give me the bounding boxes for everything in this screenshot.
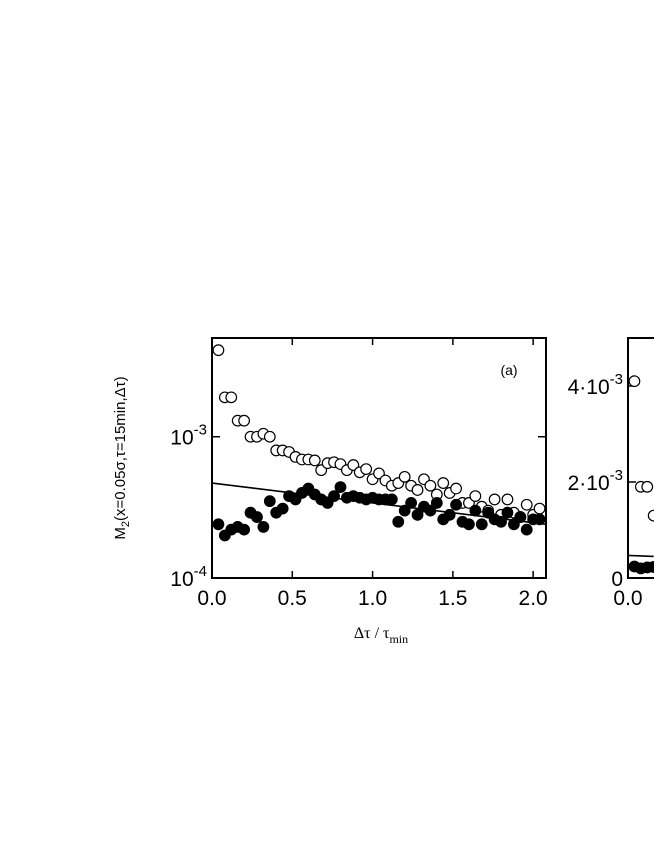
open-marker [411, 484, 424, 496]
y-axis-label-rest: (x=0.05σ,τ=15min,Δτ) [112, 376, 129, 521]
filled-marker [463, 518, 475, 531]
open-marker [450, 482, 462, 495]
filled-marker [411, 508, 424, 521]
filled-marker [647, 561, 654, 573]
open-marker [398, 470, 411, 483]
y-tick-label: 0 [611, 568, 623, 591]
fit-line [628, 554, 654, 558]
filled-marker [334, 481, 347, 494]
filled-marker [533, 513, 546, 526]
open-marker [263, 430, 276, 443]
fit-line [212, 482, 546, 526]
x-axis-label-main: Δτ / τ [354, 625, 390, 642]
y-axis-label: M2(x=0.05σ,τ=15min,Δτ) [112, 376, 132, 539]
x-tick-label: 0.0 [613, 587, 642, 610]
filled-marker [385, 493, 398, 506]
x-tick-label: 2.0 [519, 587, 548, 610]
open-marker [533, 502, 546, 515]
open-marker [628, 375, 641, 388]
open-marker [641, 480, 654, 493]
x-tick-label: 1.5 [438, 587, 467, 610]
open-marker [238, 414, 251, 427]
plot-frame [211, 337, 547, 579]
panel: 0.0 0.5 1.0 1.5 2.010-410-3Δτ / τminM2(x=0.0… [112, 337, 548, 646]
open-marker [469, 490, 482, 502]
y-axis-label-sub: 2 [120, 521, 132, 527]
open-marker [647, 509, 654, 522]
filled-marker [475, 518, 488, 531]
y-tick-label-base: 2·10 [568, 472, 610, 495]
filled-marker [507, 518, 520, 531]
open-marker [308, 454, 321, 467]
filled-marker [501, 506, 514, 519]
filled-marker [257, 521, 270, 533]
filled-marker [212, 518, 225, 531]
filled-marker [276, 502, 289, 515]
open-marker [360, 463, 373, 476]
filled-marker [263, 495, 276, 508]
y-tick-label: 10-3 [170, 422, 207, 450]
filled-marker [450, 498, 462, 511]
open-marker [488, 493, 501, 506]
filled-marker [443, 508, 456, 521]
plot-frame [627, 337, 654, 579]
filled-marker [430, 497, 443, 509]
x-axis-label-sub: min [389, 632, 408, 646]
filled-marker [328, 490, 340, 502]
filled-marker [238, 523, 251, 536]
panel: 0.002·10-34·10-3 [568, 337, 654, 610]
plot-area [628, 375, 654, 575]
y-tick-label-exponent: -4 [194, 563, 207, 580]
open-marker [347, 459, 360, 471]
filled-marker [251, 511, 263, 523]
filled-marker [392, 515, 405, 528]
filled-marker [514, 511, 527, 523]
y-tick-label-base: 10 [170, 568, 193, 591]
open-marker [424, 479, 437, 492]
y-tick-label-exponent: -3 [610, 467, 623, 484]
y-tick-label: 10-4 [170, 563, 207, 591]
y-axis-label-main: M [112, 527, 129, 540]
x-tick-label: 0.5 [278, 587, 307, 610]
y-tick-label-base: 10 [170, 427, 193, 450]
y-tick-label-exponent: -3 [194, 422, 207, 439]
panel-label: (a) [500, 362, 517, 378]
open-marker [437, 477, 450, 489]
y-tick-label-base: 4·10 [568, 376, 610, 399]
open-marker [212, 344, 225, 357]
filled-marker [520, 523, 533, 536]
open-marker [501, 493, 514, 506]
x-tick-label: 0.0 [197, 587, 226, 610]
open-marker [520, 498, 533, 511]
y-tick-label: 4·10-3 [568, 371, 623, 399]
y-tick-label-exponent: -3 [610, 371, 623, 388]
y-tick-label: 2·10-3 [568, 467, 623, 495]
x-axis-label: Δτ / τmin [354, 625, 408, 646]
x-tick-label: 1.0 [358, 587, 387, 610]
plot-area [212, 344, 546, 542]
open-marker [225, 391, 238, 404]
